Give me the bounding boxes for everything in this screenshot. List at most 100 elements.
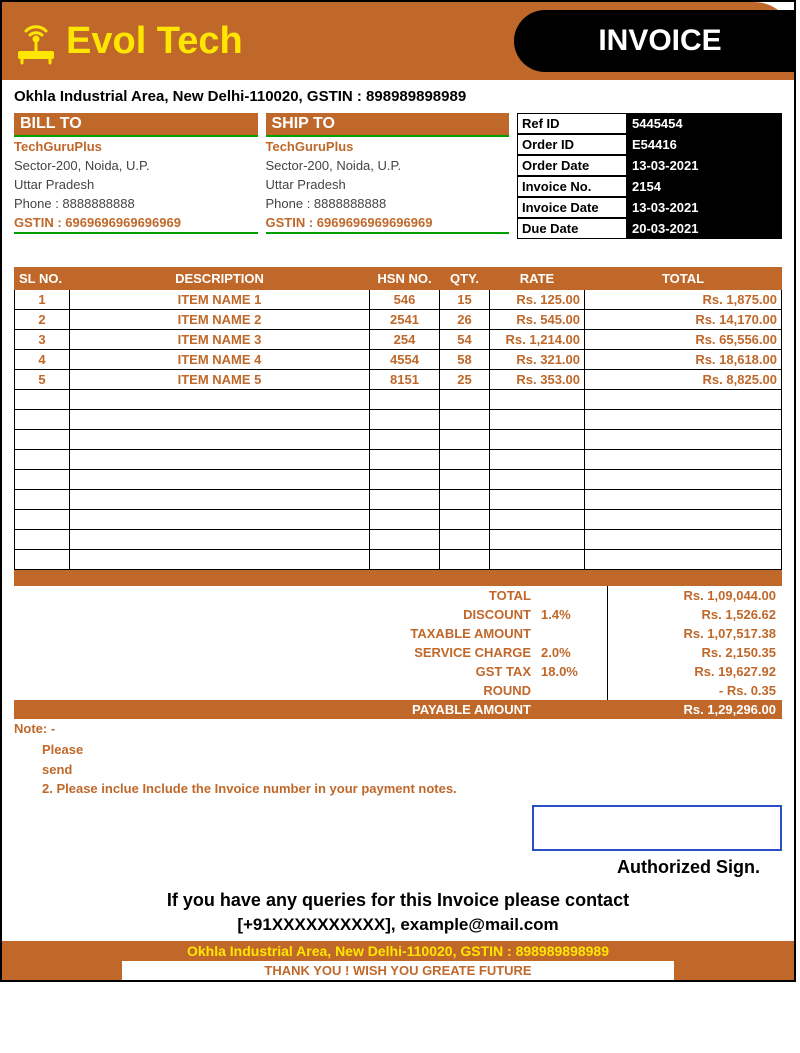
meta-value: 13-03-2021 [627, 155, 782, 176]
note-line2: send [42, 760, 794, 780]
items-footer-bar [14, 570, 782, 586]
ship-to-gstin: GSTIN : 6969696969696969 [266, 213, 510, 234]
footer-query-line2: [+91XXXXXXXXXX], example@mail.com [2, 913, 794, 941]
discount-value: Rs. 1,526.62 [607, 605, 782, 624]
invoice-meta: Ref ID5445454Order IDE54416Order Date13-… [517, 113, 782, 239]
items-table: SL NO. DESCRIPTION HSN NO. QTY. RATE TOT… [14, 267, 782, 570]
items-section: SL NO. DESCRIPTION HSN NO. QTY. RATE TOT… [2, 267, 794, 570]
bill-to-name: TechGuruPlus [14, 137, 258, 156]
brand-logo: Evol Tech [12, 17, 243, 65]
gst-value: Rs. 19,627.92 [607, 662, 782, 681]
ship-to-line1: Sector-200, Noida, U.P. [266, 156, 510, 175]
service-value: Rs. 2,150.35 [607, 643, 782, 662]
cell-total: Rs. 18,618.00 [585, 350, 782, 370]
cell-rate: Rs. 545.00 [490, 310, 585, 330]
total-value: Rs. 1,09,044.00 [607, 586, 782, 605]
table-row-empty [15, 470, 782, 490]
meta-value: 13-03-2021 [627, 197, 782, 218]
meta-value: 2154 [627, 176, 782, 197]
cell-rate: Rs. 321.00 [490, 350, 585, 370]
cell-sl: 3 [15, 330, 70, 350]
cell-qty: 25 [440, 370, 490, 390]
bill-to-gstin: GSTIN : 6969696969696969 [14, 213, 258, 234]
meta-key: Invoice Date [517, 197, 627, 218]
meta-row: Order Date13-03-2021 [517, 155, 782, 176]
meta-value: 5445454 [627, 113, 782, 134]
meta-key: Invoice No. [517, 176, 627, 197]
cell-desc: ITEM NAME 2 [70, 310, 370, 330]
ship-to: SHIP TO TechGuruPlus Sector-200, Noida, … [266, 113, 510, 239]
cell-desc: ITEM NAME 5 [70, 370, 370, 390]
cell-sl: 2 [15, 310, 70, 330]
cell-hsn: 8151 [370, 370, 440, 390]
cell-sl: 4 [15, 350, 70, 370]
meta-row: Invoice Date13-03-2021 [517, 197, 782, 218]
ship-to-heading: SHIP TO [266, 113, 510, 137]
discount-label: DISCOUNT [14, 605, 537, 624]
bill-to: BILL TO TechGuruPlus Sector-200, Noida, … [14, 113, 258, 239]
col-slno: SL NO. [15, 268, 70, 290]
info-section: BILL TO TechGuruPlus Sector-200, Noida, … [2, 113, 794, 239]
table-row: 2ITEM NAME 2254126Rs. 545.00Rs. 14,170.0… [15, 310, 782, 330]
meta-row: Invoice No.2154 [517, 176, 782, 197]
invoice-page: Evol Tech INVOICE Okhla Industrial Area,… [0, 0, 796, 982]
ship-to-phone: Phone : 8888888888 [266, 194, 510, 213]
document-title: INVOICE [514, 10, 794, 72]
cell-sl: 5 [15, 370, 70, 390]
cell-hsn: 4554 [370, 350, 440, 370]
note-body: Please send 2. Please inclue Include the… [2, 740, 794, 799]
service-label: SERVICE CHARGE [14, 643, 537, 662]
footer-query-line1: If you have any queries for this Invoice… [2, 888, 794, 913]
cell-desc: ITEM NAME 1 [70, 290, 370, 310]
table-row-empty [15, 450, 782, 470]
gst-pct: 18.0% [537, 662, 607, 681]
table-row: 3ITEM NAME 325454Rs. 1,214.00Rs. 65,556.… [15, 330, 782, 350]
meta-key: Due Date [517, 218, 627, 239]
bill-to-line1: Sector-200, Noida, U.P. [14, 156, 258, 175]
table-row: 1ITEM NAME 154615Rs. 125.00Rs. 1,875.00 [15, 290, 782, 310]
meta-key: Ref ID [517, 113, 627, 134]
header: Evol Tech INVOICE [2, 2, 794, 80]
discount-pct: 1.4% [537, 605, 607, 624]
meta-row: Ref ID5445454 [517, 113, 782, 134]
round-label: ROUND [14, 681, 537, 700]
col-qty: QTY. [440, 268, 490, 290]
cell-qty: 54 [440, 330, 490, 350]
service-pct: 2.0% [537, 643, 607, 662]
col-desc: DESCRIPTION [70, 268, 370, 290]
taxable-value: Rs. 1,07,517.38 [607, 624, 782, 643]
gst-label: GST TAX [14, 662, 537, 681]
cell-hsn: 2541 [370, 310, 440, 330]
note-line3: 2. Please inclue Include the Invoice num… [42, 779, 794, 799]
cell-total: Rs. 1,875.00 [585, 290, 782, 310]
table-row-empty [15, 510, 782, 530]
cell-hsn: 254 [370, 330, 440, 350]
meta-value: E54416 [627, 134, 782, 155]
col-total: TOTAL [585, 268, 782, 290]
meta-key: Order Date [517, 155, 627, 176]
footer: If you have any queries for this Invoice… [2, 888, 794, 980]
meta-row: Order IDE54416 [517, 134, 782, 155]
col-hsn: HSN NO. [370, 268, 440, 290]
company-address: Okhla Industrial Area, New Delhi-110020,… [2, 80, 794, 113]
meta-key: Order ID [517, 134, 627, 155]
bill-to-line2: Uttar Pradesh [14, 175, 258, 194]
cell-total: Rs. 14,170.00 [585, 310, 782, 330]
ship-to-line2: Uttar Pradesh [266, 175, 510, 194]
table-row-empty [15, 430, 782, 450]
cell-hsn: 546 [370, 290, 440, 310]
cell-qty: 26 [440, 310, 490, 330]
footer-address-bar: Okhla Industrial Area, New Delhi-110020,… [2, 941, 794, 961]
footer-thankyou-bar: THANK YOU ! WISH YOU GREATE FUTURE [122, 961, 674, 980]
payable-pct [537, 700, 607, 719]
cell-rate: Rs. 125.00 [490, 290, 585, 310]
col-rate: RATE [490, 268, 585, 290]
total-pct [537, 586, 607, 605]
cell-desc: ITEM NAME 4 [70, 350, 370, 370]
cell-total: Rs. 8,825.00 [585, 370, 782, 390]
signature-box [532, 805, 782, 851]
brand-name: Evol Tech [66, 20, 243, 63]
taxable-pct [537, 624, 607, 643]
table-row: 5ITEM NAME 5815125Rs. 353.00Rs. 8,825.00 [15, 370, 782, 390]
table-row-empty [15, 410, 782, 430]
